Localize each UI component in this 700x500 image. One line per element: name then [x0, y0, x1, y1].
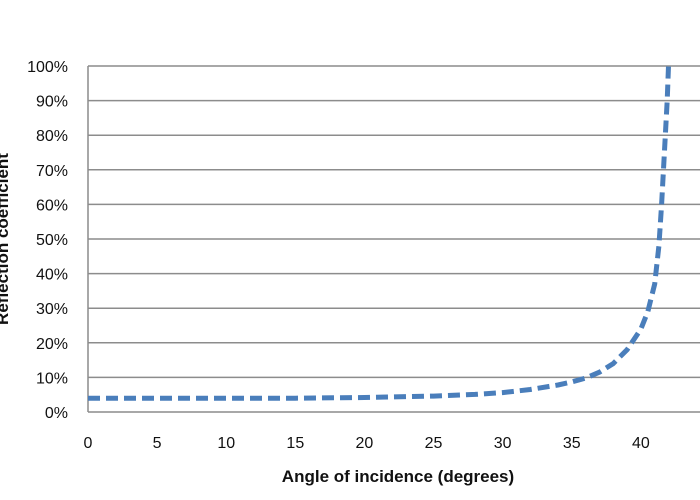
y-tick-label: 100%: [27, 59, 68, 76]
series-layer: [88, 65, 671, 401]
x-tick-label: 10: [217, 435, 235, 452]
x-tick-label: 30: [494, 435, 512, 452]
x-tick-label: 40: [632, 435, 650, 452]
y-tick-label: 80%: [36, 128, 68, 145]
y-tick-label: 20%: [36, 336, 68, 353]
x-axis-ticks: 051015202530354045: [84, 435, 650, 452]
x-tick-label: 15: [286, 435, 304, 452]
y-tick-label: 40%: [36, 267, 68, 284]
y-axis-title: Reflection coefficient: [0, 153, 12, 325]
y-tick-label: 90%: [36, 94, 68, 111]
y-tick-label: 50%: [36, 232, 68, 249]
x-tick-label: 35: [563, 435, 581, 452]
y-tick-label: 10%: [36, 370, 68, 387]
y-tick-label: 60%: [36, 197, 68, 214]
y-axis-ticks: 0% 10% 20% 30% 40% 50% 60% 70% 80% 90% 100%: [27, 59, 68, 422]
x-tick-label: 5: [153, 435, 162, 452]
y-tick-label: 70%: [36, 163, 68, 180]
x-tick-label: 20: [356, 435, 374, 452]
series-line-0: [88, 65, 671, 401]
x-tick-label: 25: [425, 435, 443, 452]
y-tick-label: 0%: [45, 405, 68, 422]
x-tick-label: 0: [84, 435, 93, 452]
grid-lines: [88, 65, 700, 413]
x-axis-title: Angle of incidence (degrees): [282, 467, 514, 486]
y-tick-label: 30%: [36, 301, 68, 318]
